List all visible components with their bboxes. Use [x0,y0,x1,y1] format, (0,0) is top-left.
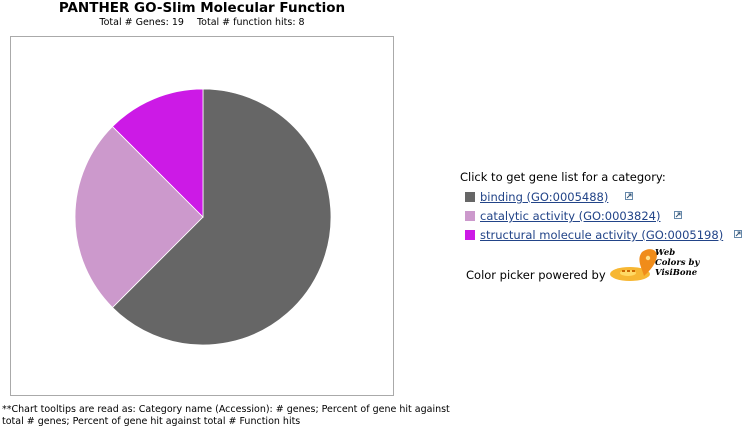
color-picker-credit: Color picker powered by Web Colors by Vi… [466,246,746,286]
pie-slice-structural-molecule-activity[interactable] [111,88,204,218]
external-link-icon[interactable] [674,211,682,219]
chart-footnote: **Chart tooltips are read as: Category n… [2,404,450,426]
legend-heading: Click to get gene list for a category: [460,170,666,184]
legend-item-binding: binding (GO:0005488) [459,190,749,209]
legend-item-catalytic-activity: catalytic activity (GO:0003824) [459,209,749,228]
visibone-logo[interactable]: Web Colors by VisiBone [608,246,704,284]
visibone-logo-line3: VisiBone [655,268,698,278]
visibone-logo-line2: Colors by [655,258,700,268]
total-hits-label: Total # function hits: 8 [196,17,305,28]
chart-title: PANTHER GO-Slim Molecular Function [58,0,346,16]
legend: Click to get gene list for a category: b… [459,170,749,247]
total-genes-label: Total # Genes: 19 [99,17,184,28]
visibone-palette-icon [610,249,657,281]
external-link-icon[interactable] [734,230,742,238]
pie-slice-catalytic-activity[interactable] [74,125,204,309]
visibone-logo-text: Web Colors by VisiBone [655,248,707,278]
legend-swatch-binding [465,192,475,202]
legend-link-binding[interactable]: binding (GO:0005488) [480,190,609,204]
external-link-icon[interactable] [625,192,633,200]
color-picker-label: Color picker powered by [466,268,606,282]
legend-link-catalytic-activity[interactable]: catalytic activity (GO:0003824) [480,209,661,223]
legend-link-structural-molecule-activity[interactable]: structural molecule activity (GO:0005198… [480,228,724,242]
chart-subtitle: Total # Genes: 19 Total # function hits:… [0,17,404,28]
pie-slice-binding[interactable] [111,88,332,346]
legend-swatch-catalytic-activity [465,211,475,221]
legend-item-structural-molecule-activity: structural molecule activity (GO:0005198… [459,228,749,247]
pie-chart [74,88,332,346]
legend-swatch-structural-molecule-activity [465,230,475,240]
plot-frame [10,36,394,396]
visibone-logo-line1: Web [655,248,676,258]
